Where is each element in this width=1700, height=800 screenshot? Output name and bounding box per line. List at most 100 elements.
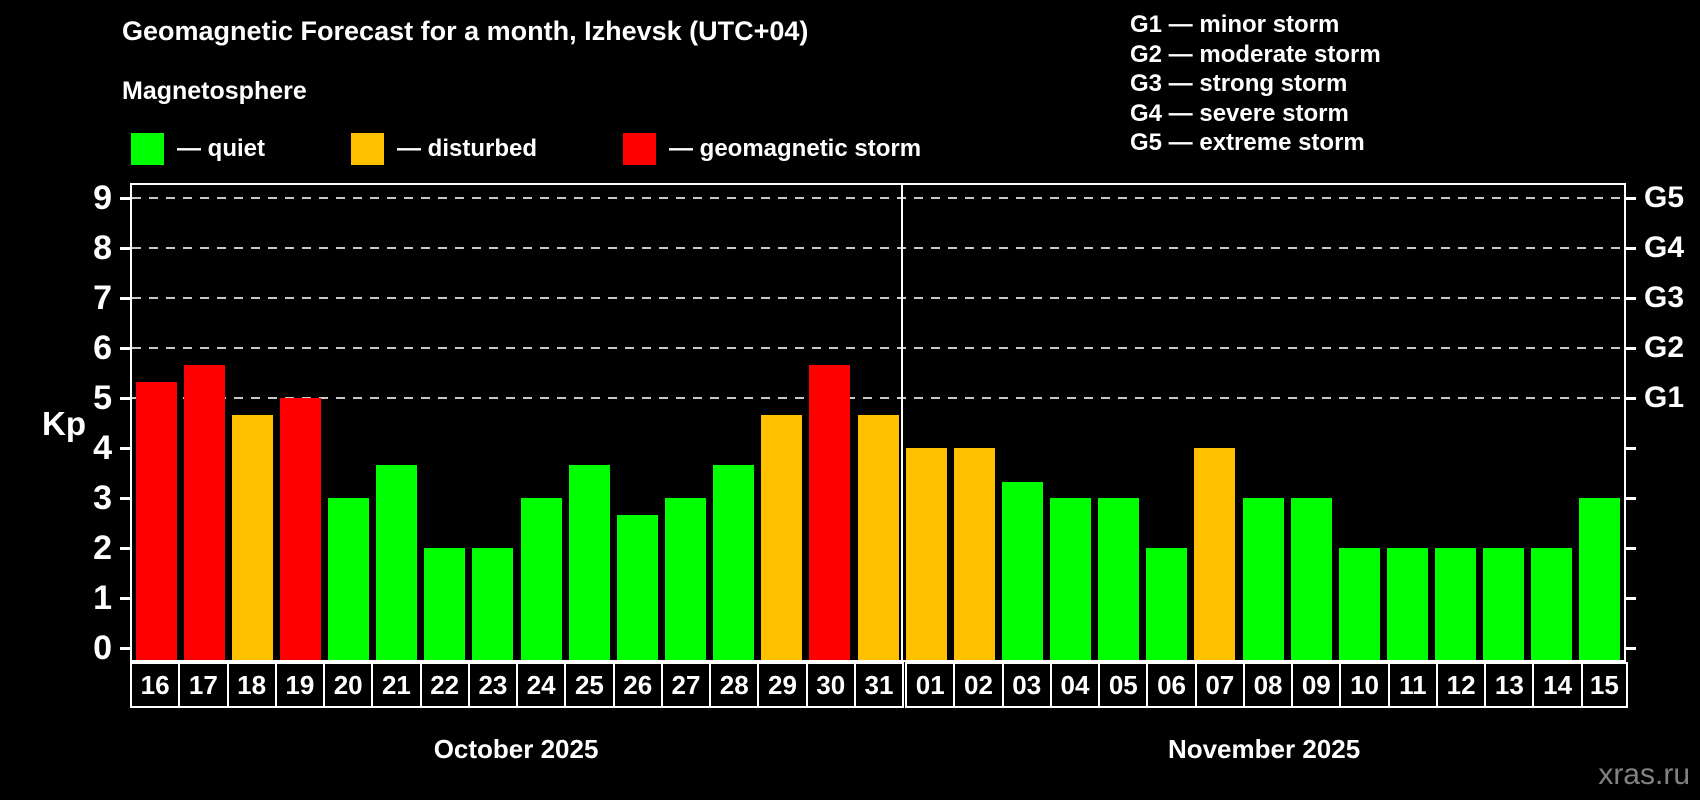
kp-bar-day-11	[1386, 548, 1428, 660]
kp-bar-day-18	[231, 414, 273, 660]
kp-bar-day-24	[520, 498, 562, 660]
kp-tick-right-4	[1626, 447, 1636, 450]
kp-bar-day-21	[376, 464, 418, 660]
day-label-01: 01	[905, 662, 956, 708]
kp-tick-left-3	[120, 497, 130, 500]
kp-bar-day-10	[1338, 548, 1380, 660]
day-label-15: 15	[1580, 662, 1628, 708]
storm-scale-line-3: G3 — strong storm	[1130, 70, 1348, 98]
gridline-kp5	[132, 397, 1624, 399]
day-label-26: 26	[612, 662, 663, 708]
kp-tick-label-4: 4	[93, 429, 112, 467]
day-label-06: 06	[1146, 662, 1197, 708]
gridline-kp7	[132, 297, 1624, 299]
kp-bar-day-15	[1579, 498, 1621, 660]
kp-bar-day-28	[713, 464, 755, 660]
storm-scale-legend: G1 — minor storm G2 — moderate storm G3 — …	[1130, 10, 1381, 158]
kp-bar-day-29	[761, 414, 803, 660]
kp-tick-label-8: 8	[93, 229, 112, 267]
kp-bar-day-22	[424, 548, 466, 660]
kp-tick-left-7	[120, 297, 130, 300]
g-label-G3: G3	[1644, 281, 1685, 314]
kp-tick-right-9	[1626, 197, 1636, 200]
day-label-04: 04	[1049, 662, 1101, 708]
kp-tick-left-4	[120, 447, 130, 450]
day-label-25: 25	[564, 662, 615, 708]
day-label-23: 23	[467, 662, 519, 708]
day-label-16: 16	[130, 662, 181, 708]
kp-tick-left-6	[120, 347, 130, 350]
kp-bar-day-26	[616, 514, 658, 660]
kp-bar-day-23	[472, 548, 514, 660]
kp-tick-label-7: 7	[93, 279, 112, 317]
watermark: xras.ru	[1598, 758, 1690, 791]
kp-tick-right-8	[1626, 247, 1636, 250]
kp-bar-day-31	[857, 414, 899, 660]
day-label-28: 28	[709, 662, 760, 708]
kp-tick-label-9: 9	[93, 179, 112, 217]
kp-tick-label-3: 3	[93, 479, 112, 517]
kp-bar-day-05	[1098, 498, 1140, 660]
month-label-november: November 2025	[1167, 734, 1361, 764]
kp-tick-left-5	[120, 397, 130, 400]
kp-axis-title: Kp	[42, 405, 86, 442]
kp-bar-day-07	[1194, 448, 1236, 660]
kp-bar-day-09	[1290, 498, 1332, 660]
day-label-29: 29	[757, 662, 808, 708]
kp-tick-right-1	[1626, 597, 1636, 600]
kp-bar-day-19	[279, 398, 321, 660]
kp-bar-day-13	[1483, 548, 1525, 660]
kp-bar-day-12	[1435, 548, 1477, 660]
day-label-10: 10	[1339, 662, 1390, 708]
kp-tick-label-5: 5	[93, 379, 112, 417]
kp-tick-label-2: 2	[93, 529, 112, 567]
gridline-kp8	[132, 247, 1624, 249]
kp-tick-right-5	[1626, 397, 1636, 400]
kp-tick-right-2	[1626, 547, 1636, 550]
day-label-13: 13	[1484, 662, 1535, 708]
kp-bar-day-01	[905, 448, 947, 660]
g-label-G5: G5	[1644, 181, 1685, 214]
gridline-kp9	[132, 197, 1624, 199]
month-separator	[901, 185, 904, 660]
kp-tick-label-0: 0	[93, 629, 112, 667]
storm-scale-line-4: G4 — severe storm	[1130, 99, 1349, 127]
kp-bar-day-04	[1050, 498, 1092, 660]
kp-tick-label-1: 1	[93, 579, 112, 617]
storm-scale-line-1: G1 — minor storm	[1130, 11, 1340, 38]
day-label-17: 17	[178, 662, 229, 708]
day-label-21: 21	[371, 662, 422, 708]
legend-item-disturbed: — disturbed	[351, 131, 537, 167]
kp-bar-day-16	[135, 381, 177, 660]
kp-bar-day-08	[1242, 498, 1284, 660]
day-label-20: 20	[323, 662, 374, 708]
kp-tick-right-7	[1626, 297, 1636, 300]
kp-bar-day-25	[568, 464, 610, 660]
storm-scale-line-5: G5 — extreme storm	[1130, 129, 1365, 157]
kp-tick-right-3	[1626, 497, 1636, 500]
day-label-14: 14	[1532, 662, 1583, 708]
kp-bar-day-06	[1146, 548, 1188, 660]
day-label-19: 19	[274, 662, 326, 708]
kp-bar-day-02	[953, 448, 995, 660]
day-label-08: 08	[1242, 662, 1294, 708]
day-label-09: 09	[1291, 662, 1342, 708]
kp-bar-day-30	[809, 364, 851, 660]
legend-swatch-disturbed	[351, 133, 384, 165]
legend-item-storm: — geomagnetic storm	[623, 131, 921, 167]
kp-tick-left-0	[120, 647, 130, 650]
day-label-07: 07	[1194, 662, 1245, 708]
kp-tick-left-9	[120, 197, 130, 200]
day-label-30: 30	[805, 662, 856, 708]
g-label-G4: G4	[1644, 231, 1685, 264]
month-label-october: October 2025	[433, 734, 599, 764]
g-label-G2: G2	[1644, 331, 1685, 364]
day-label-22: 22	[419, 662, 470, 708]
legend-item-quiet: — quiet	[131, 131, 265, 167]
kp-bar-day-03	[1001, 481, 1043, 660]
storm-scale-line-2: G2 — moderate storm	[1130, 40, 1381, 68]
day-label-12: 12	[1435, 662, 1487, 708]
legend-swatch-storm	[623, 133, 656, 165]
day-label-03: 03	[1001, 662, 1052, 708]
